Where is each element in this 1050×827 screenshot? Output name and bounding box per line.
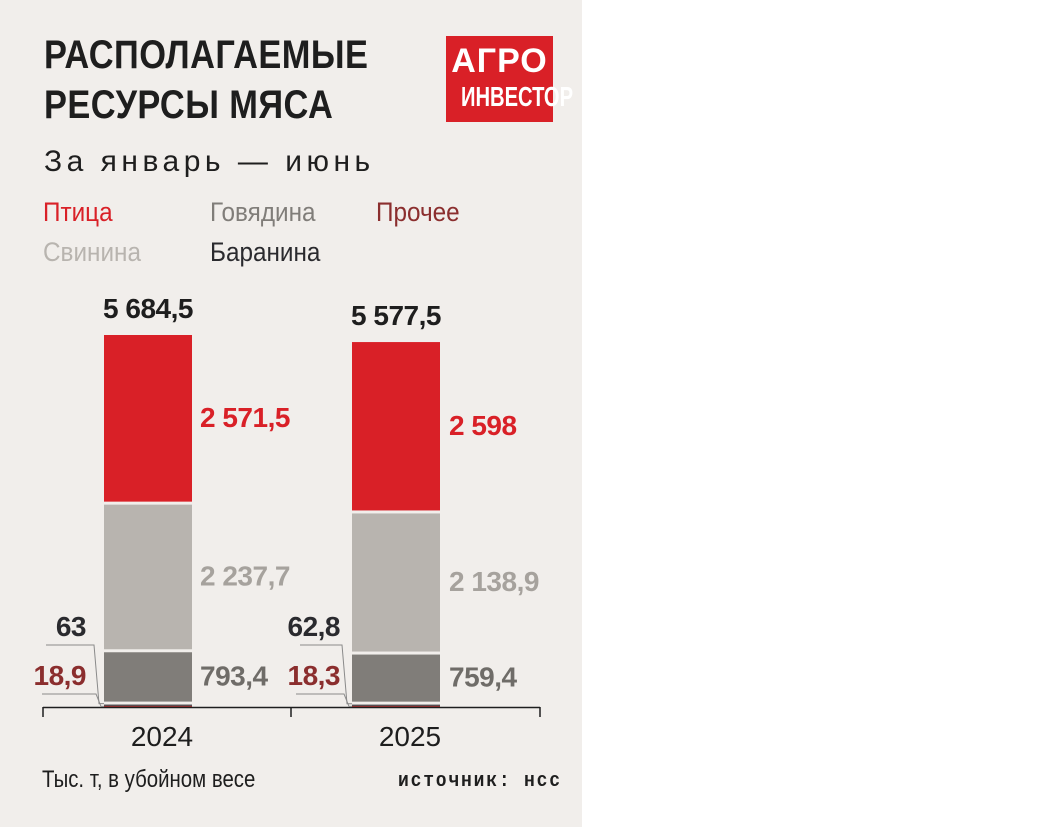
bar-segment-2024-4 (104, 335, 192, 502)
leader-line-2024-other (42, 693, 104, 707)
bar-segment-2025-1 (352, 704, 440, 706)
value-label-2024-2: 793,4 (200, 660, 268, 691)
value-label-2024-3: 2 237,7 (200, 560, 290, 591)
agroinvestor-logo: АГРО ИНВЕСТОР (446, 36, 573, 122)
bar-segment-2024-3 (104, 504, 192, 650)
value-label-2025-mutton: 62,8 (288, 611, 341, 642)
total-label-2025: 5 577,5 (351, 300, 441, 331)
chart-title: РАСПОЛАГАЕМЫЕ РЕСУРСЫ МЯСА (44, 30, 421, 130)
legend-mutton: Баранина (210, 237, 321, 267)
legend-pork: Свинина (43, 237, 141, 267)
title-line-1: РАСПОЛАГАЕМЫЕ (44, 33, 369, 77)
legend-other: Прочее (376, 197, 460, 227)
bar-segment-2025-3 (352, 513, 440, 652)
source-note: источник: нсс (398, 770, 562, 793)
legend-beef: Говядина (210, 197, 316, 227)
total-label-2024: 5 684,5 (103, 293, 193, 324)
bar-segment-2024-0 (104, 705, 192, 707)
leader-line-2025-other (296, 693, 352, 707)
leader-line-2024-mutton (46, 644, 104, 705)
bar-segment-2025-2 (352, 654, 440, 702)
chart-subtitle: За январь — июнь (44, 145, 375, 178)
logo-line-1: АГРО (451, 42, 548, 80)
category-label-2025: 2025 (379, 721, 441, 752)
value-label-2025-4: 2 598 (449, 410, 517, 441)
title-line-2: РЕСУРСЫ МЯСА (44, 83, 334, 127)
unit-note: Тыс. т, в убойном весе (42, 766, 256, 793)
leader-line-2025-mutton (300, 644, 352, 705)
value-label-2025-other: 18,3 (288, 660, 341, 691)
category-label-2024: 2024 (131, 721, 193, 752)
legend-poultry: Птица (43, 197, 113, 227)
bar-segment-2025-0 (352, 705, 440, 707)
value-label-2025-2: 759,4 (449, 662, 517, 693)
value-label-2024-mutton: 63 (56, 611, 86, 642)
bar-segment-2024-2 (104, 652, 192, 702)
bar-segment-2024-1 (104, 704, 192, 706)
value-label-2024-4: 2 571,5 (200, 402, 290, 433)
value-label-2024-other: 18,9 (34, 660, 87, 691)
value-label-2025-3: 2 138,9 (449, 566, 539, 597)
infographic-panel: РАСПОЛАГАЕМЫЕ РЕСУРСЫ МЯСА АГРО ИНВЕСТОР… (0, 0, 582, 827)
stacked-bar-chart: 5 684,5 2 571,5 2 237,7 793,4 63 18,9 2024 5 57… (34, 293, 541, 752)
bar-segment-2025-4 (352, 342, 440, 511)
